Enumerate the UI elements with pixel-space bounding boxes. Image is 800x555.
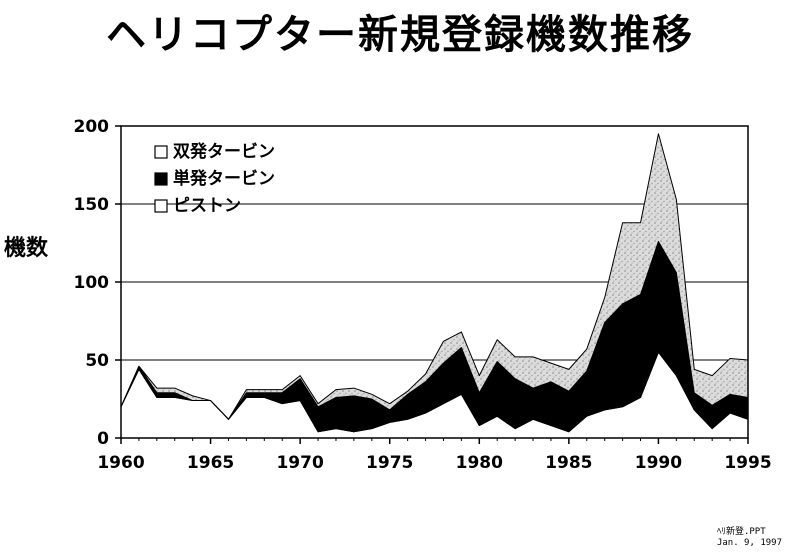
footer-note: ﾍﾘ新登.PPT Jan. 9, 1997	[717, 527, 782, 549]
page-title: ヘリコプター新規登録機数推移	[106, 12, 694, 58]
legend-swatch-2	[154, 199, 168, 213]
x-tick-label-1985: 1985	[545, 453, 592, 473]
y-tick-label-150: 150	[74, 195, 110, 215]
legend-label-0: 双発タービン	[173, 141, 275, 162]
y-axis-label: 機数	[4, 236, 49, 261]
legend-label-1: 単発タービン	[173, 168, 275, 189]
y-tick-label-50: 50	[85, 351, 109, 371]
x-tick-label-1990: 1990	[635, 453, 682, 473]
footer-file: ﾍﾘ新登.PPT	[716, 527, 766, 537]
footer-date: Jan. 9, 1997	[716, 538, 782, 548]
x-tick-label-1960: 1960	[97, 453, 144, 473]
legend-swatch-1	[154, 172, 168, 186]
x-tick-label-1975: 1975	[366, 453, 413, 473]
x-tick-label-1970: 1970	[276, 453, 323, 473]
y-tick-label-0: 0	[97, 429, 109, 449]
x-tick-label-1965: 1965	[187, 453, 234, 473]
legend-label-2: ピストン	[173, 196, 241, 216]
x-tick-label-1980: 1980	[456, 453, 503, 473]
legend-swatch-0	[154, 145, 168, 159]
y-tick-label-200: 200	[74, 117, 110, 137]
x-tick-label-1995: 1995	[724, 453, 771, 473]
y-tick-label-100: 100	[74, 273, 110, 293]
axis-layer: 1960 1965 1970 1975 1980 1985 1990 1995 0 50 100 15…	[74, 117, 772, 473]
